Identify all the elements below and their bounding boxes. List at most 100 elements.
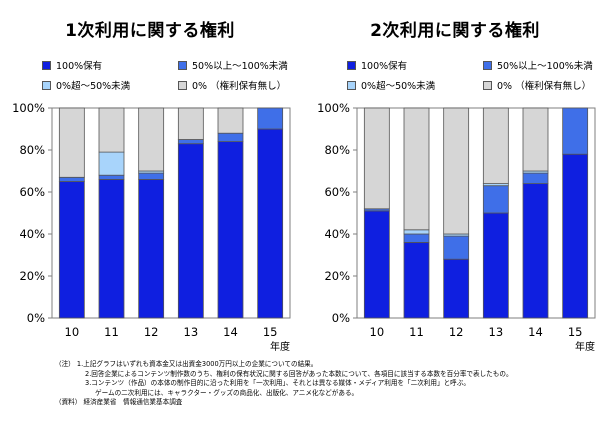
y-tick-label: 80%: [19, 143, 45, 157]
bar-segment: [98, 179, 125, 319]
legend-item: 100%保有: [347, 58, 407, 72]
legend-swatch: [42, 60, 51, 70]
footnote-text: 1.上記グラフはいずれも資本金又は出資金3000万円以上の企業についての結果。: [76, 360, 318, 368]
chart-legend: 100%保有 50%以上～100%未満 0%超～50%未満 0% （権利保有無し…: [347, 58, 605, 98]
bar-segment: [217, 107, 244, 134]
bar-segment: [482, 185, 509, 214]
y-tick-label: 100%: [12, 101, 45, 115]
bar-segment: [562, 153, 589, 319]
bar-segment: [363, 107, 390, 210]
y-tick-label: 0%: [332, 311, 350, 325]
x-tick-label: 12: [144, 325, 159, 339]
bar-segment: [98, 107, 125, 153]
bar-segment: [58, 181, 85, 319]
footnote-label: （注）: [55, 360, 75, 368]
bar-segment: [403, 241, 430, 319]
legend-label: 0%超～50%未満: [361, 81, 436, 92]
legend-swatch: [347, 80, 356, 90]
footnote-line: 3.コンテンツ（作品）の本体の制作目的に沿った利用を「一次利用」、それとは異なる…: [85, 379, 470, 388]
legend-label: 50%以上～100%未満: [497, 61, 593, 72]
legend-label: 100%保有: [56, 61, 103, 72]
x-tick-label: 14: [528, 325, 543, 339]
source-label: （資料）: [55, 398, 82, 407]
bar-segment: [177, 143, 204, 319]
legend-label: 0%超～50%未満: [56, 81, 131, 92]
bar-segment: [217, 132, 244, 143]
bar-segment: [138, 172, 165, 180]
legend-label: 50%以上～100%未満: [192, 61, 288, 72]
legend-swatch: [178, 80, 187, 90]
legend-item: 50%以上～100%未満: [178, 58, 288, 72]
legend-swatch: [178, 60, 187, 70]
bar-segment: [257, 107, 284, 130]
bar-segment: [58, 176, 85, 182]
bar-segment: [177, 107, 204, 140]
footnote-line: （注） 1.上記グラフはいずれも資本金又は出資金3000万円以上の企業についての…: [55, 360, 610, 370]
legend-item: 0%超～50%未満: [42, 78, 130, 92]
x-tick-label: 12: [449, 325, 464, 339]
bar-segment: [98, 174, 125, 180]
chart-title: 1次利用に関する権利: [65, 21, 235, 41]
legend-swatch: [483, 60, 492, 70]
x-tick-label: 11: [409, 325, 424, 339]
bar-segment: [403, 229, 430, 235]
legend-item: 100%保有: [42, 58, 102, 72]
legend-label: 0% （権利保有無し）: [192, 81, 287, 92]
bar-segment: [138, 107, 165, 172]
bar-segment: [403, 107, 430, 231]
x-tick-label: 15: [568, 325, 583, 339]
bar-segment: [363, 210, 390, 319]
bar-segment: [443, 258, 470, 319]
bar-segment: [138, 179, 165, 319]
plot-area: [356, 107, 596, 319]
bar-segment: [443, 235, 470, 260]
x-axis-label: 年度: [270, 340, 290, 353]
bar-segment: [482, 212, 509, 319]
x-tick-label: 10: [65, 325, 80, 339]
bar-segment: [257, 128, 284, 319]
legend-item: 50%以上～100%未満: [483, 58, 593, 72]
y-tick-label: 100%: [317, 101, 350, 115]
bar-segment: [403, 233, 430, 243]
legend-swatch: [347, 60, 356, 70]
bar-segment: [177, 139, 204, 145]
legend-item: 0%超～50%未満: [347, 78, 435, 92]
x-tick-label: 14: [223, 325, 238, 339]
y-tick-label: 40%: [19, 227, 45, 241]
legend-label: 100%保有: [361, 61, 408, 72]
chart-legend: 100%保有 50%以上～100%未満 0%超～50%未満 0% （権利保有無し…: [42, 58, 300, 98]
bar-segment: [522, 172, 549, 184]
source-line: （資料） 経済産業省 情報通信業基本調査: [55, 398, 610, 408]
y-tick-label: 0%: [27, 311, 45, 325]
legend-item: 0% （権利保有無し）: [483, 78, 591, 92]
source-text: 経済産業省 情報通信業基本調査: [83, 398, 183, 407]
bar-segment: [443, 107, 470, 235]
y-tick-label: 20%: [19, 269, 45, 283]
x-tick-label: 13: [184, 325, 199, 339]
plot-area: [51, 107, 291, 319]
x-tick-label: 11: [104, 325, 119, 339]
bar-segment: [58, 107, 85, 178]
footnote-line: ゲームの二次利用には、キャラクター・グッズの商品化、出版化、アニメ化などがある。: [95, 388, 359, 397]
footnotes: （注） 1.上記グラフはいずれも資本金又は出資金3000万円以上の企業についての…: [55, 360, 610, 408]
legend-label: 0% （権利保有無し）: [497, 81, 592, 92]
y-tick-label: 20%: [324, 269, 350, 283]
chart-title: 2次利用に関する権利: [370, 21, 540, 41]
legend-swatch: [483, 80, 492, 90]
y-tick-label: 40%: [324, 227, 350, 241]
footnote-line: 2.回答企業によるコンテンツ制作数のうち、権利の保有状況に関する回答があった本数…: [85, 369, 513, 378]
chart-panel-primary-use: 1次利用に関する権利 100%保有 50%以上～100%未満 0%超～50%未満…: [0, 0, 300, 356]
legend-swatch: [42, 80, 51, 90]
y-tick-label: 60%: [19, 185, 45, 199]
bar-segment: [217, 141, 244, 319]
bar-segment: [522, 183, 549, 319]
x-tick-label: 10: [370, 325, 385, 339]
y-tick-label: 80%: [324, 143, 350, 157]
bar-segment: [522, 107, 549, 172]
x-tick-label: 13: [489, 325, 504, 339]
x-tick-label: 15: [263, 325, 278, 339]
bar-segment: [562, 107, 589, 155]
